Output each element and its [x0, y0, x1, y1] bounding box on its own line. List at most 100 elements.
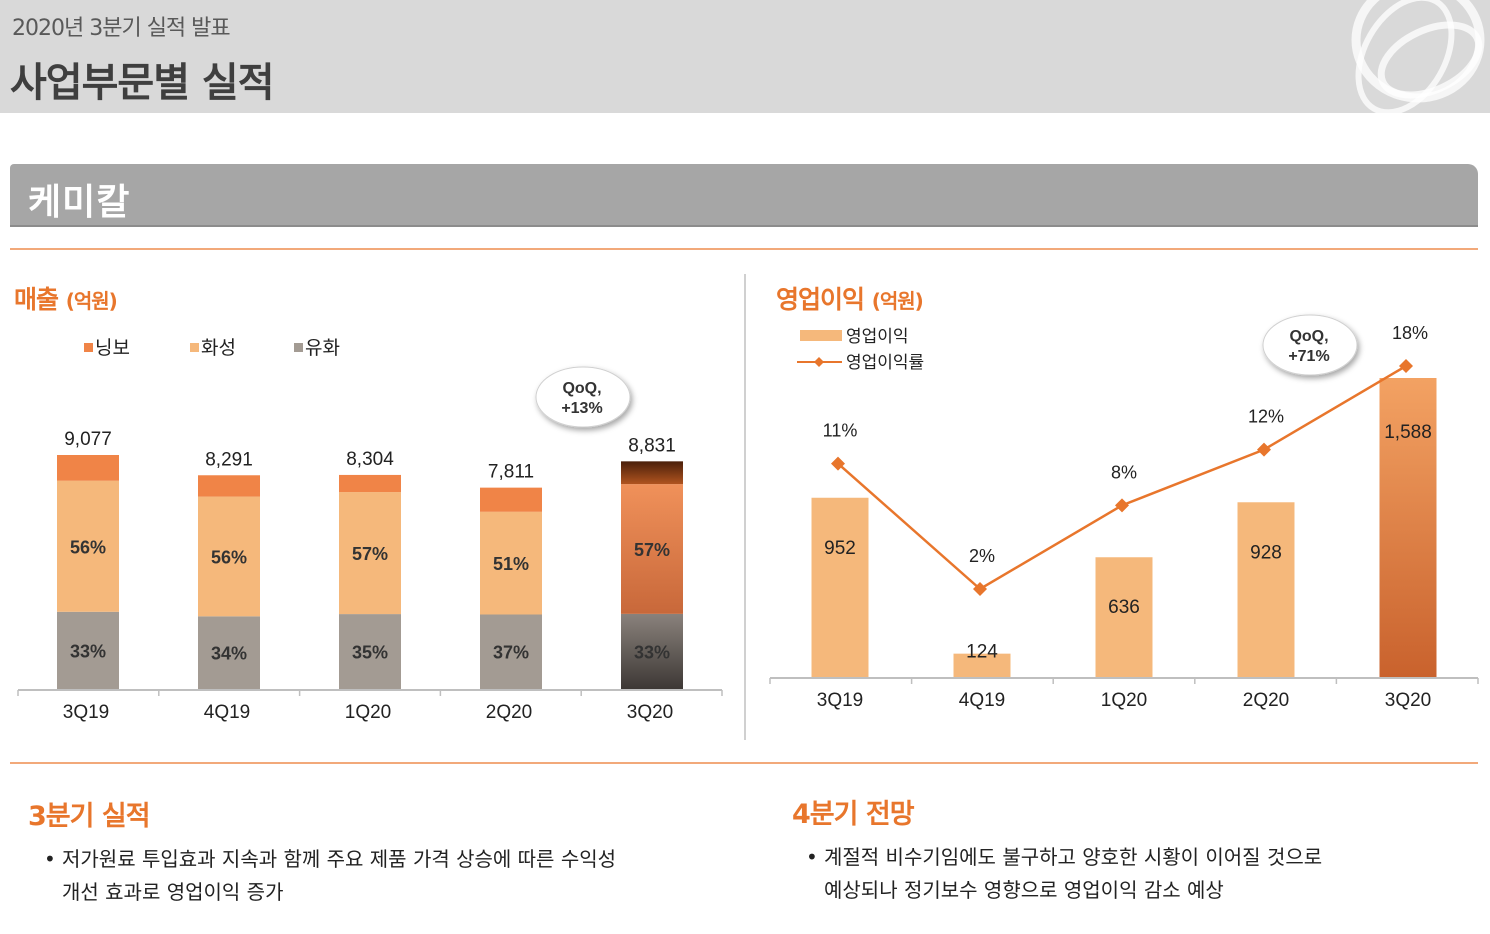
op-margin-label: 11%	[823, 421, 858, 441]
revenue-category-label: 4Q19	[204, 702, 250, 723]
header: 2020년 3분기 실적 발표 사업부문별 실적	[0, 0, 1490, 113]
op-bar	[1095, 557, 1153, 677]
op-bar	[1237, 502, 1295, 677]
revenue-qoq-label: QoQ,	[562, 380, 601, 397]
revenue-share-label: 37%	[493, 643, 529, 663]
revenue-total-label: 8,291	[205, 449, 253, 470]
header-subtitle: 2020년 3분기 실적 발표	[12, 16, 231, 41]
op-unit: (억원)	[871, 289, 924, 313]
legend-label: 닝보	[95, 337, 130, 359]
op-bar	[953, 653, 1011, 677]
q3-summary-text: • 저가원료 투입효과 지속과 함께 주요 제품 가격 상승에 따른 수익성 개…	[44, 843, 617, 909]
op-panel-title: 영업이익 (억원)	[776, 280, 924, 316]
op-category-label: 2Q20	[1243, 690, 1289, 711]
op-margin-marker	[1257, 442, 1271, 457]
q4-outlook-line1: 계절적 비수기임에도 불구하고 양호한 시황이 이어질 것으로	[824, 845, 1323, 869]
revenue-bar-닝보	[57, 455, 119, 481]
revenue-qoq-value: +13%	[561, 400, 602, 417]
revenue-total-label: 8,831	[628, 435, 676, 456]
op-category-label: 3Q19	[817, 690, 863, 711]
revenue-unit: (억원)	[65, 289, 118, 313]
legend-swatch	[294, 343, 303, 352]
q4-outlook-line2: 예상되나 정기보수 영향으로 영업이익 감소 예상	[824, 878, 1224, 902]
op-margin-label: 12%	[1248, 407, 1284, 427]
op-category-label: 4Q19	[959, 690, 1005, 711]
revenue-share-label: 57%	[634, 540, 670, 560]
revenue-bar-유화	[621, 613, 683, 689]
op-value-label: 928	[1250, 542, 1282, 563]
revenue-bar-화성	[339, 492, 401, 615]
revenue-total-label: 7,811	[488, 462, 534, 483]
op-margin-label: 2%	[969, 546, 995, 566]
revenue-category-label: 3Q19	[63, 702, 109, 723]
op-qoq-value: +71%	[1288, 348, 1329, 365]
revenue-bar-화성	[57, 480, 119, 612]
op-bar	[1379, 378, 1437, 677]
op-margin-label: 8%	[1111, 462, 1137, 482]
revenue-bar-화성	[480, 511, 542, 615]
q4-outlook-text: • 계절적 비수기임에도 불구하고 양호한 시황이 이어질 것으로 예상되나 정…	[806, 841, 1323, 907]
section-bar: 케미칼	[10, 164, 1478, 225]
op-bar	[811, 497, 869, 677]
revenue-title: 매출	[14, 285, 59, 314]
revenue-bar-유화	[57, 611, 119, 689]
revenue-category-label: 1Q20	[345, 702, 391, 723]
revenue-share-label: 35%	[352, 643, 388, 663]
legend-swatch	[84, 343, 93, 352]
legend-label: 영업이익률	[846, 353, 924, 372]
revenue-bar-유화	[198, 616, 260, 689]
legend-label: 영업이익	[846, 327, 909, 346]
bullet-icon: •	[806, 845, 818, 869]
revenue-bar-닝보	[198, 475, 260, 497]
revenue-share-label: 57%	[352, 544, 388, 564]
revenue-share-label: 56%	[70, 537, 106, 557]
q3-summary-line1: 저가원료 투입효과 지속과 함께 주요 제품 가격 상승에 따른 수익성	[62, 847, 617, 871]
op-margin-marker	[973, 582, 987, 596]
revenue-bar-유화	[339, 614, 401, 689]
section-title: 케미칼	[28, 182, 131, 223]
op-value-label: 952	[824, 538, 856, 559]
op-category-label: 3Q20	[1385, 690, 1431, 711]
revenue-bar-화성	[621, 484, 683, 614]
revenue-bar-닝보	[339, 474, 401, 493]
op-qoq-label: QoQ,	[1289, 328, 1328, 345]
op-category-label: 1Q20	[1101, 690, 1147, 711]
legend-marker	[814, 357, 824, 367]
divider-bottom	[10, 762, 1478, 764]
revenue-panel-title: 매출 (억원)	[14, 280, 118, 316]
revenue-share-label: 33%	[634, 642, 670, 662]
op-margin-marker	[1115, 498, 1129, 513]
revenue-total-label: 9,077	[64, 429, 112, 450]
op-qoq-bubble	[1262, 314, 1358, 376]
bullet-icon: •	[44, 847, 56, 871]
legend-swatch	[190, 343, 199, 352]
charts-canvas: 닝보 화성 유화 33% 56% 9,077 3Q19 34% 56% 8,291 4Q19 35% 5…	[17, 314, 1479, 723]
op-margin-marker	[831, 456, 845, 471]
revenue-bar-닝보	[480, 487, 542, 512]
divider-top	[10, 248, 1478, 250]
op-title: 영업이익	[776, 285, 865, 314]
op-margin-marker	[1399, 359, 1413, 373]
revenue-bar-유화	[480, 614, 542, 689]
divider-vertical	[744, 274, 746, 740]
op-value-label: 636	[1108, 597, 1140, 618]
logo-icon	[1351, 0, 1485, 113]
revenue-total-label: 8,304	[346, 449, 394, 470]
q3-summary-title: 3분기 실적	[28, 801, 151, 832]
q3-summary-line2: 개선 효과로 영업이익 증가	[62, 880, 284, 904]
revenue-share-label: 56%	[211, 547, 247, 567]
revenue-category-label: 3Q20	[627, 702, 673, 723]
legend-label: 화성	[201, 337, 236, 359]
op-margin-label: 18%	[1392, 323, 1428, 343]
page-title: 사업부문별 실적	[10, 60, 275, 106]
revenue-bar-닝보	[621, 461, 683, 485]
revenue-category-label: 2Q20	[486, 702, 532, 723]
op-value-label: 1,588	[1384, 422, 1432, 443]
revenue-qoq-bubble	[535, 366, 631, 428]
op-value-label: 124	[966, 642, 998, 663]
revenue-share-label: 33%	[70, 641, 106, 661]
legend-swatch	[800, 330, 842, 341]
legend-label: 유화	[305, 337, 340, 359]
q4-outlook-title: 4분기 전망	[792, 799, 915, 830]
revenue-bar-화성	[198, 496, 260, 617]
